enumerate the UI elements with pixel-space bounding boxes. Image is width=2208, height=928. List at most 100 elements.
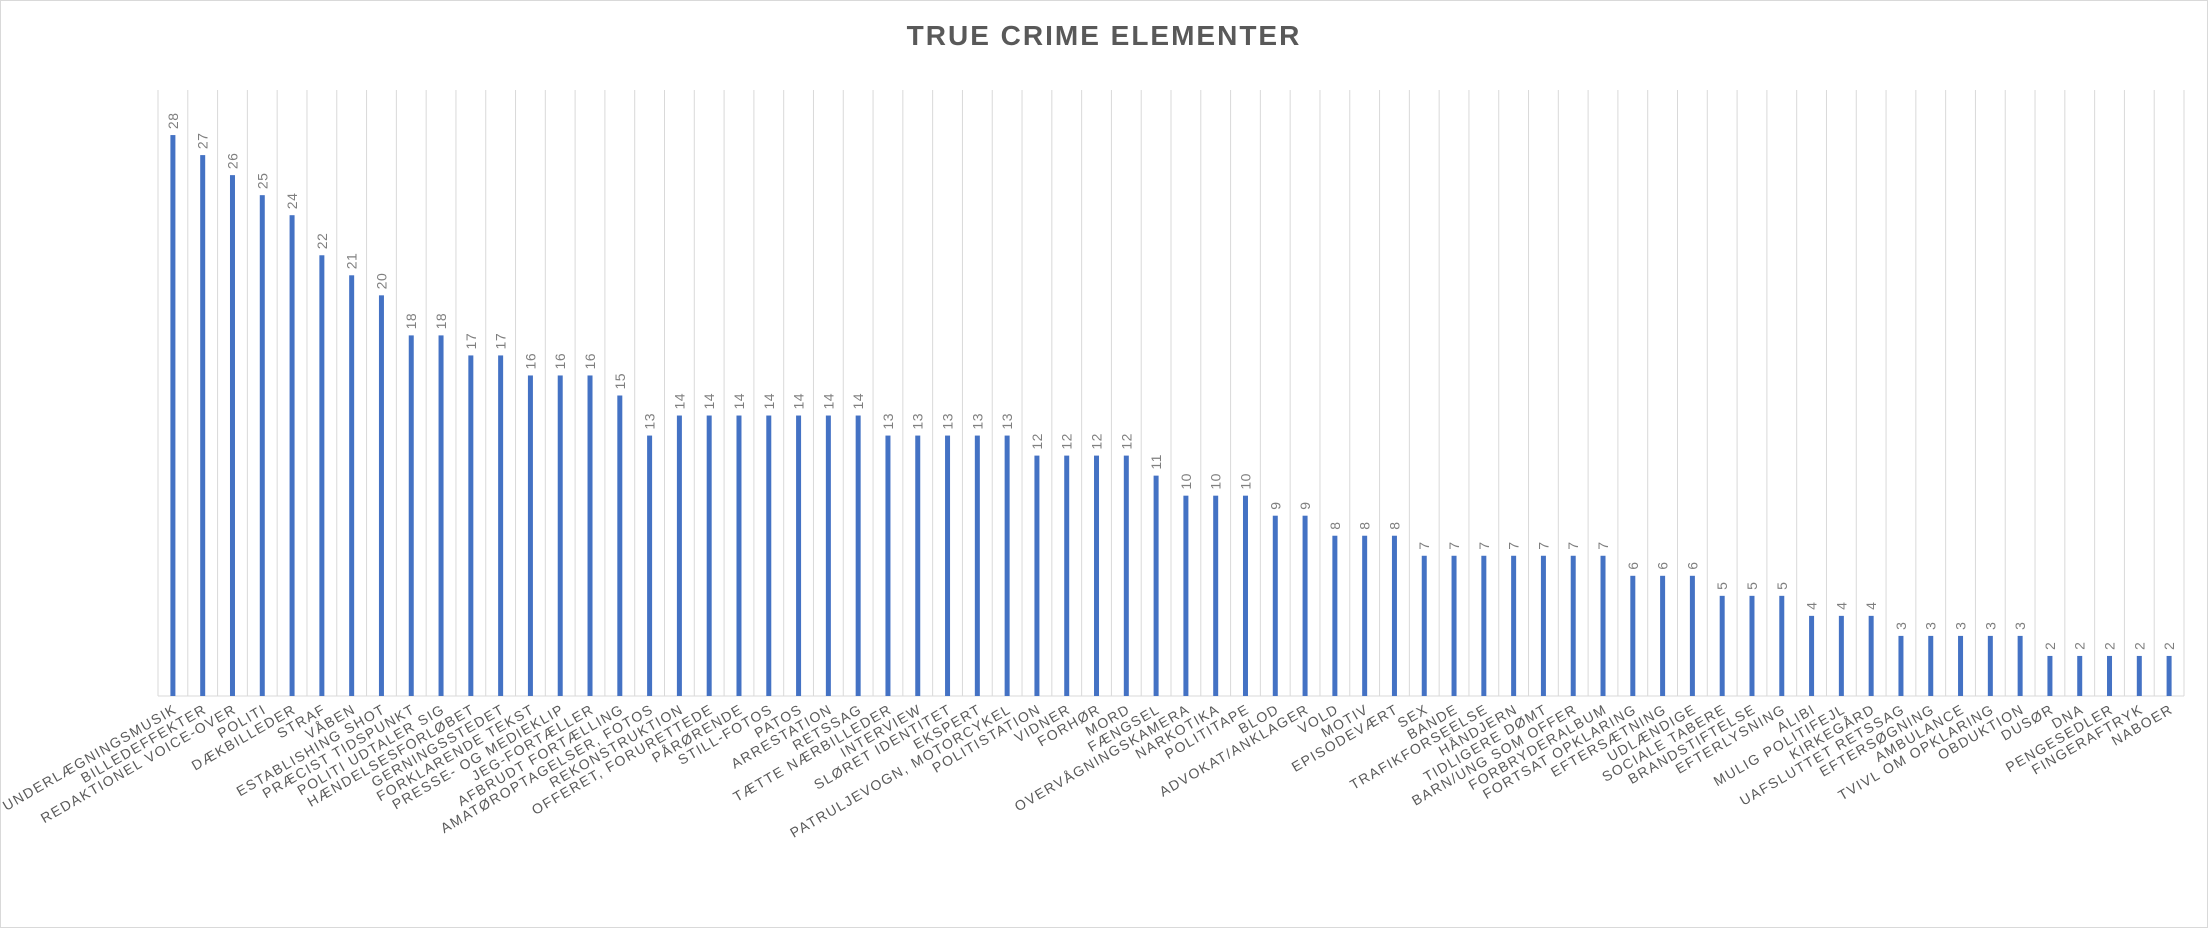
bar [1540,555,1546,696]
bar [1451,555,1457,696]
data-label: 5 [1714,582,1730,590]
bar [885,435,891,696]
bar [2166,655,2172,696]
data-label: 12 [1118,433,1134,450]
bar [1302,515,1308,696]
data-label: 7 [1506,541,1522,549]
data-label: 2 [2042,642,2058,650]
data-label: 7 [1416,541,1432,549]
bar [1570,555,1576,696]
data-label: 14 [761,393,777,410]
data-label: 18 [433,313,449,330]
data-label: 16 [552,353,568,370]
chart-title: TRUE CRIME ELEMENTER [906,20,1302,51]
bar [2136,655,2142,696]
data-label: 9 [1297,501,1313,509]
bar [1213,495,1219,696]
bar [2047,655,2053,696]
data-label: 7 [1565,541,1581,549]
data-label: 24 [284,193,300,210]
data-label: 3 [2012,622,2028,630]
data-label: 7 [1595,541,1611,549]
data-label: 21 [344,253,360,270]
data-label: 12 [1089,433,1105,450]
data-label: 10 [1208,473,1224,490]
bar [349,275,355,696]
data-label: 11 [1148,454,1164,470]
bar [974,435,980,696]
data-label: 7 [1535,541,1551,549]
data-label: 16 [522,353,538,370]
bar [200,155,206,697]
bar [1183,495,1189,696]
data-label: 3 [1893,622,1909,630]
bar [1958,635,1964,696]
data-label: 27 [195,133,211,150]
data-label: 10 [1237,473,1253,490]
bar [1511,555,1517,696]
bar [289,215,295,696]
data-label: 14 [850,393,866,410]
bar [408,335,414,696]
data-label: 5 [1774,582,1790,590]
data-label: 6 [1684,562,1700,570]
data-label: 14 [701,393,717,410]
bar [259,195,265,696]
bar [1898,635,1904,696]
bar [825,415,831,696]
data-label: 13 [999,413,1015,430]
bar [587,375,593,696]
bar [1600,555,1606,696]
bar [1987,635,1993,696]
data-label: 3 [1923,622,1939,630]
bar [1272,515,1278,696]
data-label: 4 [1804,602,1820,610]
data-label: 7 [1476,541,1492,549]
data-label: 2 [2072,642,2088,650]
data-label: 16 [582,353,598,370]
bar [617,395,623,696]
data-label: 13 [642,413,658,430]
bar [557,375,563,696]
data-label: 5 [1744,582,1760,590]
bar [1391,535,1397,696]
data-label: 6 [1625,562,1641,570]
bar [766,415,772,696]
data-label: 8 [1386,521,1402,529]
data-label: 12 [1029,433,1045,450]
bar [527,375,533,696]
bar [438,335,444,696]
data-label: 13 [969,413,985,430]
data-label: 8 [1327,521,1343,529]
bar [1421,555,1427,696]
bar [319,255,325,696]
data-label: 4 [1833,602,1849,610]
data-label: 20 [373,273,389,290]
bar [170,135,176,697]
data-label: 17 [463,333,479,350]
bar [1660,575,1666,696]
bar [1123,455,1129,696]
data-label: 7 [1446,541,1462,549]
data-label: 17 [493,333,509,350]
bar [736,415,742,696]
bar [915,435,921,696]
data-label: 6 [1655,562,1671,570]
bar [1719,595,1725,696]
data-label: 2 [2161,642,2177,650]
bar [706,415,712,696]
bar [1242,495,1248,696]
data-label: 2 [2102,642,2118,650]
bar [378,295,384,696]
bar [498,355,504,696]
bar [1481,555,1487,696]
data-label: 2 [2131,642,2147,650]
bar [1868,615,1874,696]
bar [1749,595,1755,696]
bar [1034,455,1040,696]
data-label: 25 [254,173,270,190]
data-label: 28 [165,112,181,129]
bar [2077,655,2083,696]
